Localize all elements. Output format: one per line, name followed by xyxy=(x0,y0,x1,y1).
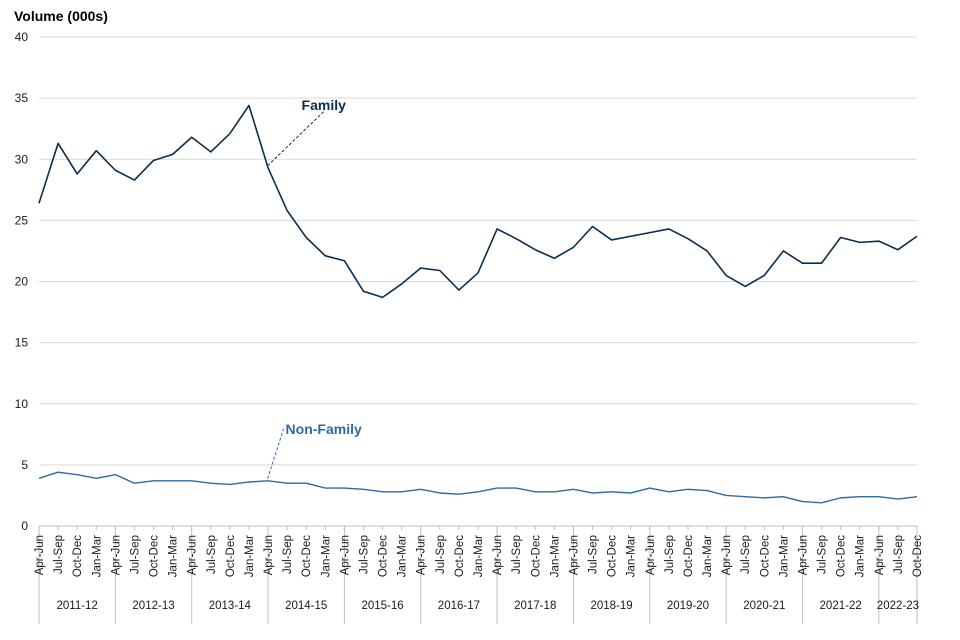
year-label: 2012-13 xyxy=(132,600,174,612)
x-tick-label: Apr-Jun xyxy=(721,535,733,575)
x-tick-label: Oct-Dec xyxy=(149,535,161,577)
x-axis: Apr-Jun Jul-Sep Oct-Dec Jan-Mar Apr-Jun Jul-S… xyxy=(34,525,924,624)
x-tick-label: Jul-Sep xyxy=(435,535,447,574)
year-label: 2021-22 xyxy=(820,600,862,612)
year-label: 2022-23 xyxy=(877,600,919,612)
x-tick-label: Oct-Dec xyxy=(530,535,542,577)
year-label: 2011-12 xyxy=(56,600,97,612)
x-tick-label: Jul-Sep xyxy=(358,535,370,574)
year-label: 2015-16 xyxy=(361,600,403,612)
x-tick-label: Jan-Mar xyxy=(320,535,332,577)
x-tick-label: Jul-Sep xyxy=(588,535,600,574)
x-tick-label: Oct-Dec xyxy=(378,535,390,577)
y-tick-label: 5 xyxy=(21,458,28,472)
y-tick-label: 40 xyxy=(15,30,29,44)
x-tick-label: Apr-Jun xyxy=(110,535,122,575)
x-tick-label: Oct-Dec xyxy=(607,535,619,577)
x-tick-label: Jul-Sep xyxy=(817,535,829,574)
x-tick-label: Oct-Dec xyxy=(912,535,924,577)
x-tick-label: Oct-Dec xyxy=(683,535,695,577)
x-tick-label: Jan-Mar xyxy=(855,535,867,577)
x-tick-label: Jul-Sep xyxy=(129,535,141,574)
x-tick-label: Jul-Sep xyxy=(664,535,676,574)
year-label: 2014-15 xyxy=(285,600,327,612)
x-tick-label: Oct-Dec xyxy=(759,535,771,577)
x-tick-label: Jul-Sep xyxy=(740,535,752,574)
x-tick-label: Jan-Mar xyxy=(549,535,561,577)
y-tick-label: 10 xyxy=(15,397,29,411)
x-tick-label: Apr-Jun xyxy=(797,535,809,575)
x-tick-label: Apr-Jun xyxy=(492,535,504,575)
x-tick-label: Apr-Jun xyxy=(874,535,886,575)
series-labels: Family Non-Family xyxy=(267,97,362,479)
x-tick-label: Jan-Mar xyxy=(397,535,409,577)
y-tick-label: 25 xyxy=(15,213,29,227)
year-label: 2017-18 xyxy=(514,600,556,612)
x-tick-label: Apr-Jun xyxy=(187,535,199,575)
x-tick-label: Jul-Sep xyxy=(511,535,523,574)
x-tick-label: Apr-Jun xyxy=(339,535,351,575)
x-tick-label: Oct-Dec xyxy=(72,535,84,577)
x-tick-label: Jan-Mar xyxy=(91,535,103,577)
series-label-leader xyxy=(267,428,285,479)
gridlines xyxy=(39,36,917,466)
y-tick-label: 0 xyxy=(21,519,28,533)
x-tick-label: Apr-Jun xyxy=(34,535,46,575)
year-label: 2020-21 xyxy=(743,600,785,612)
y-tick-label: 20 xyxy=(15,275,29,289)
year-label: 2018-19 xyxy=(590,600,632,612)
family-series-line xyxy=(38,104,918,299)
y-axis-label: Volume (000s) xyxy=(14,8,108,24)
x-tick-label: Oct-Dec xyxy=(454,535,466,577)
series-lines xyxy=(38,104,918,504)
x-tick-label: Jan-Mar xyxy=(244,535,256,577)
series-label-leader xyxy=(267,110,325,167)
x-tick-label: Jan-Mar xyxy=(702,535,714,577)
y-tick-label: 15 xyxy=(15,336,29,350)
x-tick-label: Oct-Dec xyxy=(836,535,848,577)
x-tick-label: Jul-Sep xyxy=(282,535,294,574)
x-tick-label: Jul-Sep xyxy=(53,535,65,574)
series-label: Non-Family xyxy=(286,421,362,437)
x-tick-label: Jan-Mar xyxy=(168,535,180,577)
y-tick-label: 35 xyxy=(15,91,29,105)
x-tick-label: Jan-Mar xyxy=(778,535,790,577)
y-axis-ticks: 0 5 10 15 20 25 30 35 40 xyxy=(15,30,29,533)
x-tick-label: Oct-Dec xyxy=(225,535,237,577)
x-tick-label: Jan-Mar xyxy=(626,535,638,577)
x-tick-label: Apr-Jun xyxy=(416,535,428,575)
year-label: 2019-20 xyxy=(667,600,709,612)
x-tick-label: Apr-Jun xyxy=(263,535,275,575)
y-tick-label: 30 xyxy=(15,152,29,166)
x-tick-label: Apr-Jun xyxy=(645,535,657,575)
year-label: 2016-17 xyxy=(438,600,480,612)
year-label: 2013-14 xyxy=(209,600,252,612)
non-family-series-line xyxy=(38,471,918,504)
x-tick-label: Jul-Sep xyxy=(893,535,905,574)
x-tick-label: Oct-Dec xyxy=(301,535,313,577)
x-tick-label: Apr-Jun xyxy=(568,535,580,575)
x-tick-label: Jan-Mar xyxy=(473,535,485,577)
series-label: Family xyxy=(302,97,347,113)
x-tick-label: Jul-Sep xyxy=(206,535,218,574)
